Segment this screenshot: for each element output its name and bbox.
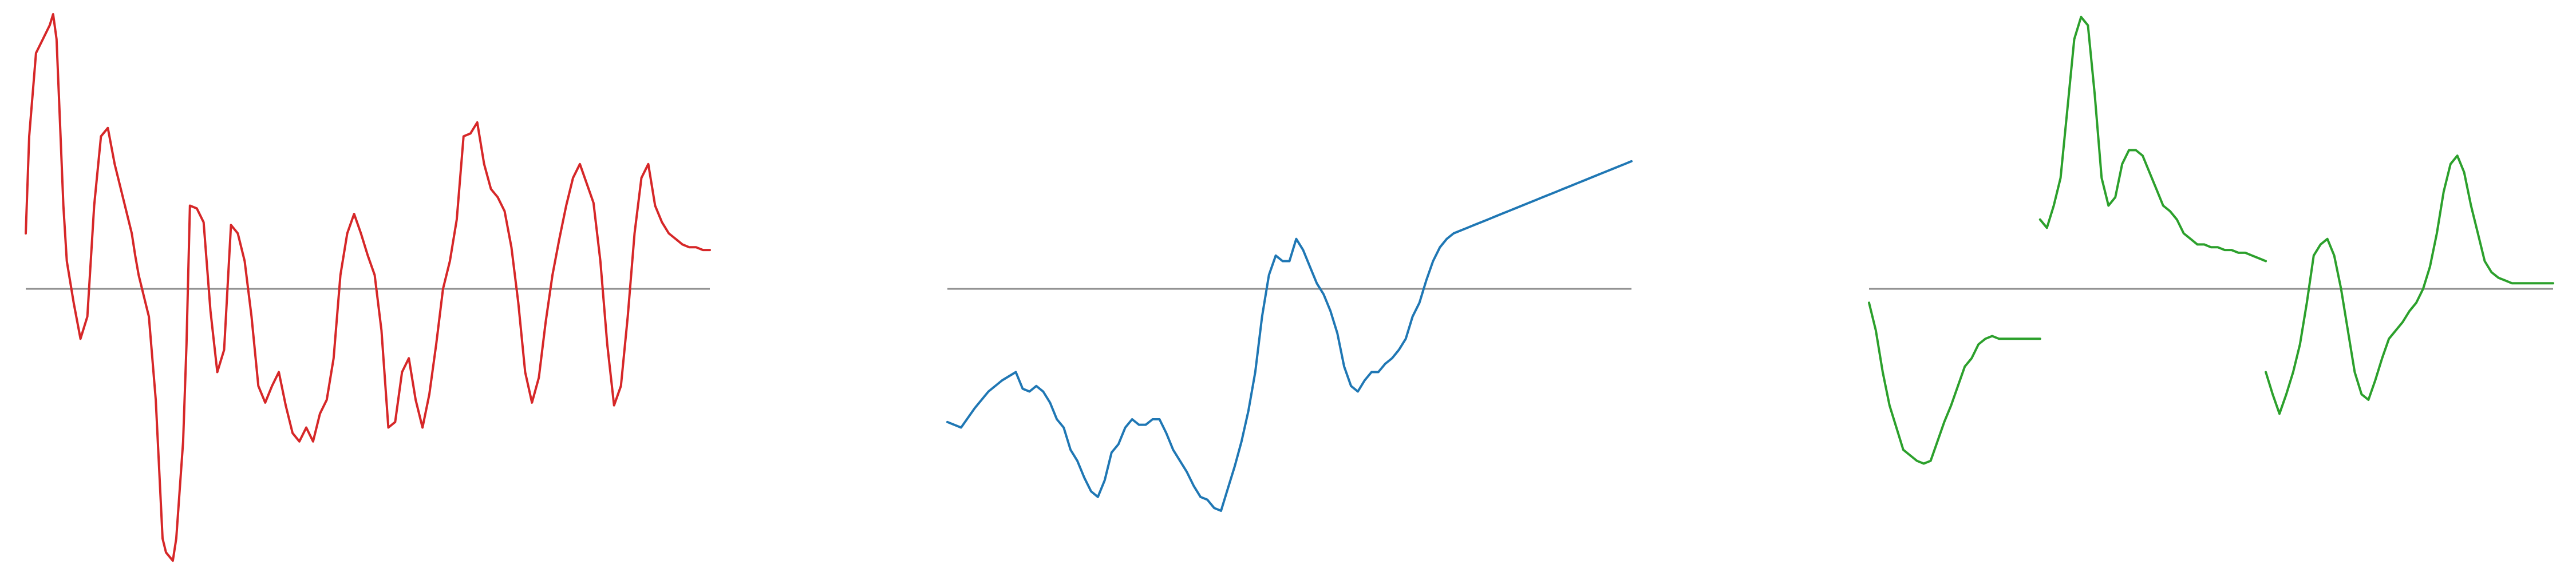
chart-panel-right — [1868, 15, 2554, 465]
chart-panel-left — [25, 13, 711, 562]
series-line-segment — [2265, 154, 2554, 415]
series-line — [946, 160, 1633, 512]
series-line-segment — [2038, 15, 2267, 263]
chart-panel-middle — [946, 160, 1633, 512]
series-line — [25, 13, 711, 562]
series-line-segment — [1868, 301, 2041, 465]
